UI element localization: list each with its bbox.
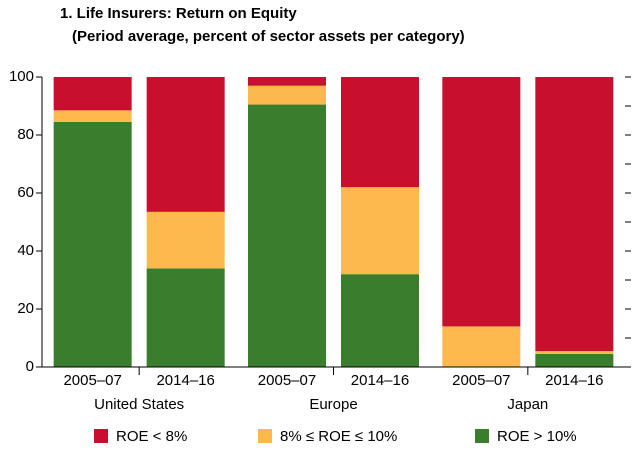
bar-segment bbox=[341, 274, 419, 367]
y-tick-label: 80 bbox=[17, 126, 34, 143]
x-tick-label: 2014–16 bbox=[545, 372, 603, 389]
chart-subtitle: (Period average, percent of sector asset… bbox=[72, 28, 465, 45]
bar-segment bbox=[535, 353, 614, 367]
bar-segment bbox=[248, 104, 326, 368]
legend-label: ROE > 10% bbox=[497, 428, 577, 445]
legend-swatch bbox=[258, 429, 272, 443]
bar-segment bbox=[535, 77, 614, 352]
legend-swatch bbox=[94, 429, 108, 443]
legend-label: 8% ≤ ROE ≤ 10% bbox=[280, 428, 397, 445]
bar-segment bbox=[146, 211, 225, 269]
x-tick-label: 2005–07 bbox=[258, 372, 316, 389]
y-tick-label: 100 bbox=[9, 68, 34, 85]
bar-segment bbox=[248, 77, 326, 86]
bar-segment bbox=[146, 268, 225, 367]
y-tick-label: 20 bbox=[17, 300, 34, 317]
x-tick-label: 2005–07 bbox=[452, 372, 510, 389]
y-tick-label: 40 bbox=[17, 242, 34, 259]
bar-segment bbox=[341, 187, 419, 275]
legend-swatch bbox=[475, 429, 489, 443]
group-label: United States bbox=[94, 396, 184, 413]
bar-segment bbox=[53, 77, 132, 111]
bar-segment bbox=[146, 77, 225, 212]
bar-segment bbox=[442, 77, 521, 327]
bar-segment bbox=[341, 77, 419, 188]
bar-segment bbox=[53, 110, 132, 122]
y-tick-label: 60 bbox=[17, 184, 34, 201]
x-tick-label: 2014–16 bbox=[156, 372, 214, 389]
bar-segment bbox=[535, 351, 614, 354]
x-tick-label: 2014–16 bbox=[351, 372, 409, 389]
bar-segment bbox=[248, 85, 326, 105]
x-tick-label: 2005–07 bbox=[63, 372, 121, 389]
y-tick-label: 0 bbox=[26, 358, 34, 375]
bar-segment bbox=[442, 326, 521, 367]
bar-segment bbox=[53, 121, 132, 367]
legend-label: ROE < 8% bbox=[116, 428, 187, 445]
chart-title: 1. Life Insurers: Return on Equity bbox=[60, 5, 297, 22]
group-label: Japan bbox=[507, 396, 548, 413]
group-label: Europe bbox=[309, 396, 357, 413]
